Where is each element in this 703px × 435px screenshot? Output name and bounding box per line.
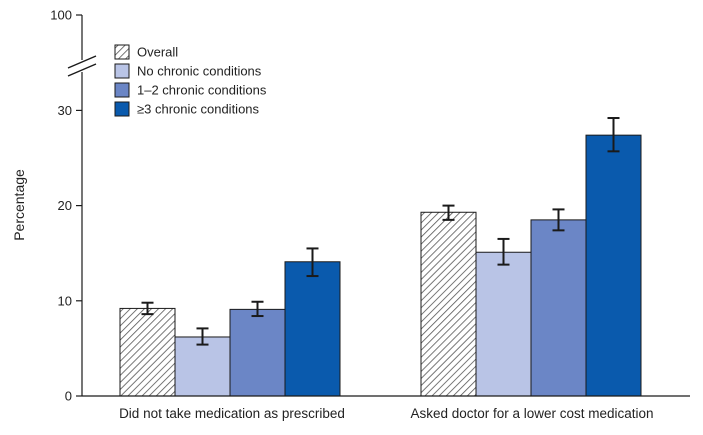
legend-item-2: 1–2 chronic conditions (114, 82, 267, 98)
legend: Overall No chronic conditions 1–2 chronic … (114, 44, 267, 117)
error-bar-series-1-cat-0 (196, 327, 209, 346)
category-label-1: Asked doctor for a lower cost medication (410, 406, 653, 421)
legend-swatch-0 (114, 44, 130, 60)
error-bar-series-2-cat-1 (552, 208, 565, 232)
bar-series-2-cat-0 (229, 308, 286, 397)
bar-series-0-cat-0 (119, 307, 176, 397)
bar-series-3-cat-1 (585, 134, 642, 397)
bar-series-3-cat-0 (284, 261, 341, 397)
legend-item-1: No chronic conditions (114, 63, 262, 79)
y-tick-label-1: 10 (58, 293, 72, 308)
bar-series-1-cat-0 (174, 336, 231, 397)
axis-break-marker (67, 55, 97, 77)
legend-label-1: No chronic conditions (137, 64, 262, 79)
y-tick-label-0: 0 (65, 389, 72, 404)
category-label-0: Did not take medication as prescribed (119, 406, 345, 421)
legend-item-0: Overall (114, 44, 178, 60)
bar-series-2-cat-1 (530, 219, 587, 397)
error-bar-series-0-cat-0 (141, 301, 154, 316)
error-bar-series-0-cat-1 (442, 204, 455, 221)
bar-series-1-cat-1 (475, 251, 532, 397)
y-axis-title: Percentage (11, 169, 27, 241)
legend-swatch-3 (114, 101, 130, 117)
bar-series-0-cat-1 (420, 211, 477, 397)
y-tick-label-2: 20 (58, 198, 72, 213)
legend-swatch-1 (114, 63, 130, 79)
error-bar-series-1-cat-1 (497, 237, 510, 266)
error-bar-series-2-cat-0 (251, 300, 264, 318)
error-bar-series-3-cat-1 (607, 117, 620, 153)
legend-label-0: Overall (137, 45, 178, 60)
legend-swatch-2 (114, 82, 130, 98)
legend-label-3: ≥3 chronic conditions (137, 102, 260, 117)
y-tick-label-4: 100 (50, 8, 72, 23)
error-bar-series-3-cat-0 (306, 247, 319, 278)
legend-label-2: 1–2 chronic conditions (137, 83, 267, 98)
legend-item-3: ≥3 chronic conditions (114, 101, 260, 117)
y-tick-label-3: 30 (58, 103, 72, 118)
